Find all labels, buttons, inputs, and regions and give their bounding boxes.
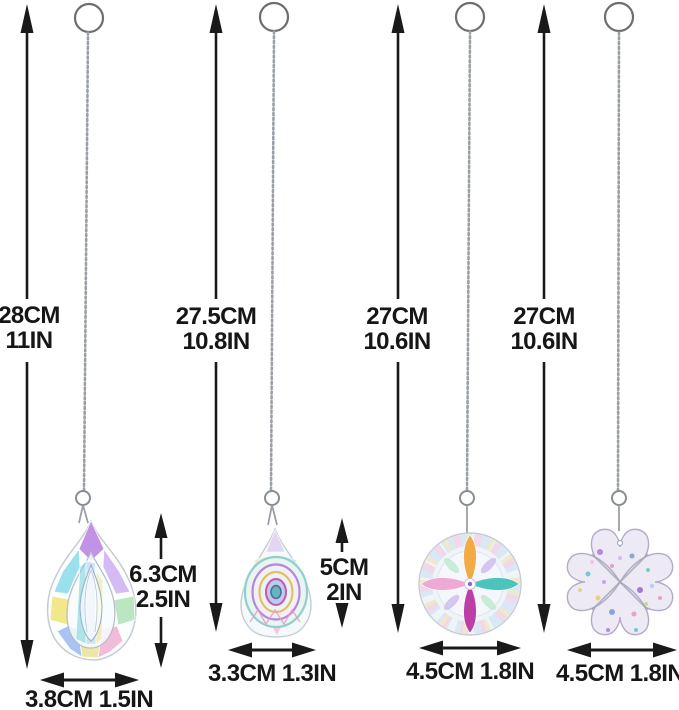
up-arrowhead-icon <box>209 4 223 33</box>
left-arrowhead-icon <box>567 642 591 658</box>
hanging-ring-icon <box>454 1 486 33</box>
connector-ring-icon <box>611 490 627 506</box>
pendant-width-label-1: 3.8CM 1.5IN <box>24 686 154 710</box>
chain-length-in: 10.6IN <box>510 328 578 355</box>
chain-length-label-3: 27CM 10.6IN <box>327 304 467 354</box>
chain-length-arrow-1 <box>20 4 34 669</box>
bail-wire-icon <box>267 504 278 526</box>
pendant-height-arrow-1 <box>154 513 168 668</box>
pendant-height-cm: 5CM <box>319 554 369 581</box>
pendant-width-arrow-4 <box>567 642 677 658</box>
crystal-clover-pendant <box>566 528 674 636</box>
right-arrowhead-icon <box>497 640 521 656</box>
pendant-height-in: 2IN <box>326 579 362 606</box>
left-arrowhead-icon <box>40 672 64 688</box>
chain <box>269 30 276 492</box>
down-arrowhead-icon <box>154 643 168 668</box>
connector-ring-icon <box>75 490 91 506</box>
chain <box>82 31 90 492</box>
chain-length-cm: 27CM <box>513 303 575 330</box>
connector-ring-icon <box>459 490 475 506</box>
hanging-ring-icon <box>258 1 290 33</box>
chain-length-label-4: 27CM 10.6IN <box>474 304 614 354</box>
connector-ring-icon <box>264 490 280 506</box>
pendant-hole-icon <box>616 539 624 547</box>
pendant-height-label-2: 5CM 2IN <box>284 555 404 605</box>
left-arrowhead-icon <box>228 642 252 658</box>
crystal-round-pendant <box>418 532 522 636</box>
bail-wire-icon <box>78 504 89 524</box>
crystal-drop-pendant <box>46 518 137 661</box>
right-arrowhead-icon <box>653 642 677 658</box>
pendant-width-label-2: 3.3CM 1.3IN <box>207 660 337 687</box>
up-arrowhead-icon <box>335 518 349 543</box>
chain-length-label-2: 27.5CM 10.8IN <box>146 304 286 354</box>
down-arrowhead-icon <box>20 640 34 669</box>
up-arrowhead-icon <box>537 4 551 33</box>
pendant-height-label-1: 6.3CM 2.5IN <box>103 562 223 612</box>
left-arrowhead-icon <box>419 640 443 656</box>
hangers <box>73 1 635 533</box>
pendant-width-arrow-1 <box>40 672 139 688</box>
chain-length-cm: 28CM <box>0 302 60 329</box>
pendant-height-in: 2.5IN <box>135 586 191 613</box>
chain-length-in: 11IN <box>5 327 54 354</box>
down-arrowhead-icon <box>335 603 349 628</box>
down-arrowhead-icon <box>537 604 551 633</box>
up-arrowhead-icon <box>154 513 168 538</box>
down-arrowhead-icon <box>209 603 223 632</box>
right-arrowhead-icon <box>292 642 316 658</box>
hanging-ring-icon <box>603 1 635 33</box>
hanging-ring-icon <box>73 2 105 34</box>
up-arrowhead-icon <box>391 4 405 33</box>
chain-length-cm: 27.5CM <box>175 303 257 330</box>
chain-length-label-1: 28CM 11IN <box>0 303 99 353</box>
right-arrowhead-icon <box>115 672 139 688</box>
chain-length-in: 10.6IN <box>363 328 431 355</box>
chain-length-arrow-2 <box>209 4 223 632</box>
pendant-height-cm: 6.3CM <box>129 561 197 588</box>
down-arrowhead-icon <box>391 604 405 633</box>
chain <box>465 30 472 492</box>
chain <box>616 31 621 492</box>
pendant-width-arrow-3 <box>419 640 521 656</box>
chain-length-in: 10.8IN <box>182 328 250 355</box>
chain-length-arrow-3 <box>391 4 405 633</box>
pendant-width-label-4: 4.5CM 1.8IN <box>555 660 679 687</box>
pendant-width-arrow-2 <box>228 642 316 658</box>
crystal-teardrop-pendant <box>240 526 312 638</box>
chain-length-arrow-4 <box>537 4 551 633</box>
up-arrowhead-icon <box>20 4 34 33</box>
pendant-height-arrow-2 <box>335 518 349 628</box>
chain-length-cm: 27CM <box>366 303 428 330</box>
pendant-width-label-3: 4.5CM 1.8IN <box>405 658 535 685</box>
